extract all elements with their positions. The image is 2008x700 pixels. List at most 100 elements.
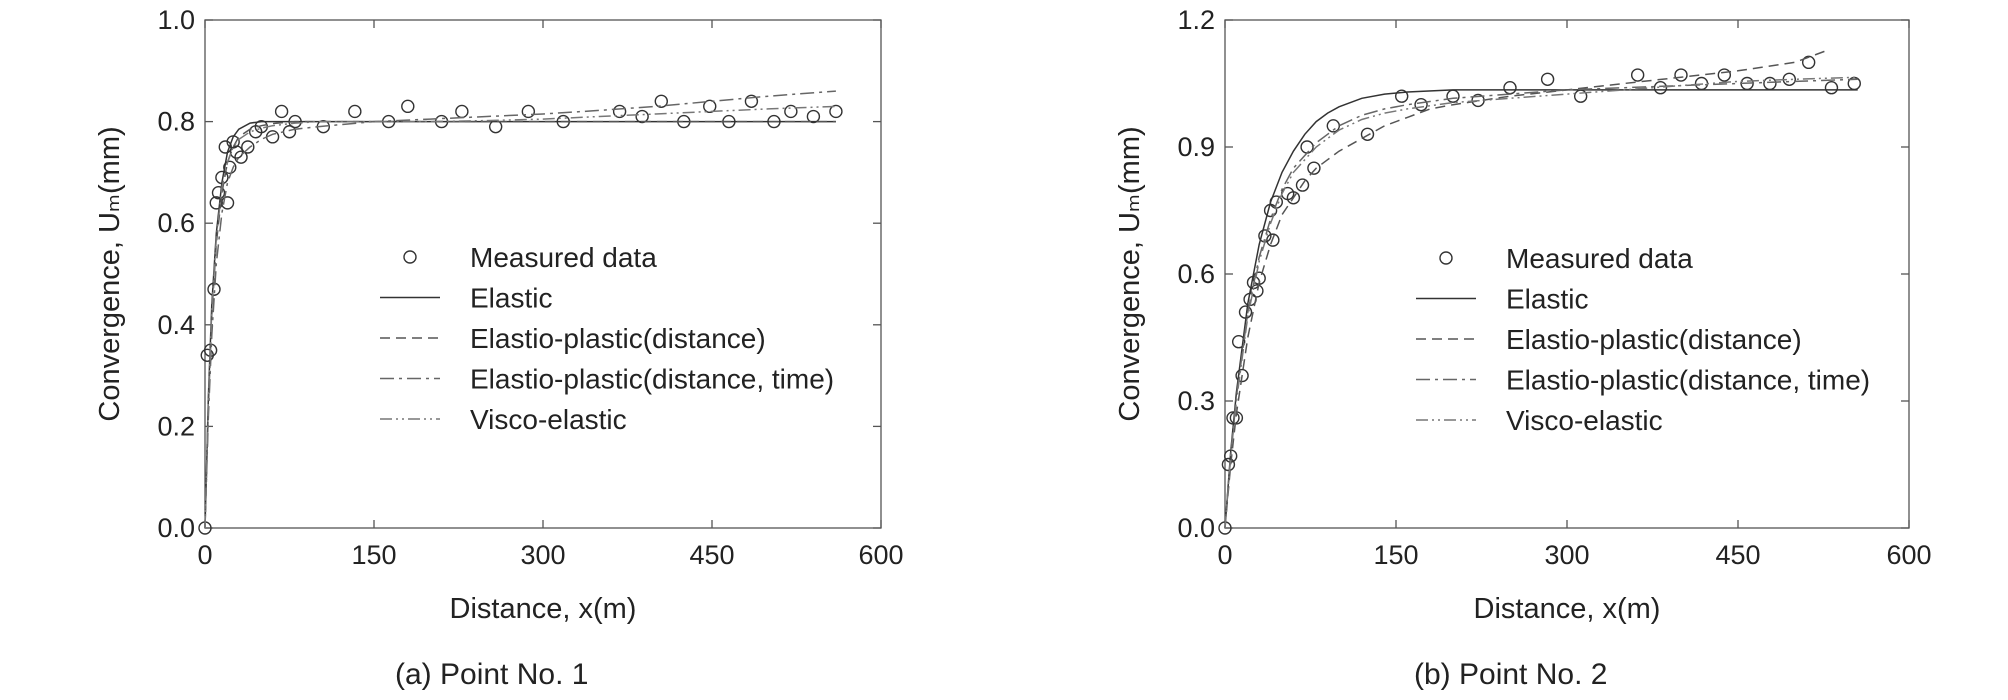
y-tick-label: 0.6: [1177, 259, 1215, 289]
data-point: [1295, 178, 1310, 192]
legend-item: Measured data: [403, 242, 657, 273]
data-point: [223, 160, 237, 175]
legend-item: Elastic: [380, 283, 552, 314]
x-tick-label: 600: [1886, 540, 1931, 570]
chart-panel-a: 0 150 300 450 600 0.0 0.2 0.4 0.6 0.8 1.0 Distance,…: [94, 5, 904, 691]
series-line-dashdot: [1224, 78, 1858, 529]
chart-a-svg: 0 150 300 450 600 0.0 0.2 0.4 0.6 0.8 1.0 Distance,…: [94, 5, 904, 625]
y-tick-label: 0.3: [1177, 386, 1215, 416]
legend-label: Visco-elastic: [470, 404, 627, 435]
legend-label: Measured data: [1506, 243, 1693, 274]
data-point: [829, 104, 843, 119]
data-point: [1801, 55, 1816, 70]
data-point: [1717, 68, 1732, 82]
x-tick-label: 300: [1544, 540, 1589, 570]
data-point: [1360, 127, 1375, 142]
y-tick-label: 0.0: [1177, 513, 1215, 543]
plot-frame: [204, 19, 882, 529]
x-tick-label: 450: [689, 540, 734, 570]
data-point: [1300, 140, 1314, 154]
data-point: [455, 104, 469, 119]
data-point: [1286, 191, 1301, 205]
series-line-solid: [1224, 89, 1858, 529]
data-point: [1221, 457, 1236, 472]
data-point: [806, 109, 821, 124]
series-line-dashdotdot: [1224, 76, 1858, 529]
y-tick-label: 0.2: [157, 411, 195, 441]
caption-b: (b) Point No. 2: [1414, 658, 1608, 691]
data-point: [220, 196, 235, 210]
data-point: [521, 104, 536, 119]
legend-label: Elastic: [470, 283, 552, 314]
y-tick-label: 1.2: [1177, 5, 1215, 35]
data-point: [488, 119, 503, 134]
data-point: [1266, 233, 1280, 247]
legend-label: Elastic: [1506, 284, 1588, 315]
caption-a: (a) Point No. 1: [395, 658, 589, 691]
measured-data-points: [198, 94, 843, 535]
legend-swatch-circle: [403, 250, 417, 264]
x-axis-label: Distance, x(m): [1474, 593, 1661, 625]
data-point: [241, 140, 255, 154]
y-axis-label: Convergence, Uₘ(mm): [94, 126, 126, 421]
data-point: [1446, 89, 1460, 103]
x-axis-label: Distance, x(m): [450, 593, 637, 625]
legend-item: Elastio-plastic(distance, time): [1416, 365, 1870, 396]
data-point: [784, 104, 798, 119]
x-tick-label: 600: [858, 540, 903, 570]
legend-item: Elastic: [1416, 284, 1588, 315]
x-tick-label: 0: [197, 540, 212, 570]
data-point: [1326, 119, 1340, 133]
legend-item: Elastio-plastic(distance, time): [380, 364, 834, 395]
legend-label: Elastio-plastic(distance, time): [1506, 365, 1870, 396]
data-point: [274, 104, 289, 119]
data-point: [1653, 81, 1668, 95]
y-tick-label: 1.0: [157, 5, 195, 35]
series-line-dashed: [1224, 48, 1830, 529]
chart-panel-b: 0 150 300 450 600 0.0 0.3 0.6 0.9 1.2 Distance, x(…: [1004, 0, 2008, 700]
data-point: [1540, 72, 1555, 86]
legend-label: Elastio-plastic(distance): [1506, 324, 1802, 355]
data-point: [1235, 368, 1249, 383]
data-point: [1573, 89, 1588, 103]
series-line-solid: [204, 120, 836, 529]
y-tick-label: 0.0: [157, 513, 195, 543]
data-point: [744, 94, 759, 108]
data-point: [1824, 81, 1839, 95]
data-point: [209, 196, 223, 210]
data-point: [348, 104, 362, 119]
data-point: [1414, 97, 1428, 112]
x-tick-label: 150: [1373, 540, 1418, 570]
x-tick-label: 300: [520, 540, 565, 570]
data-point: [211, 186, 226, 200]
data-point: [654, 94, 668, 108]
data-point: [703, 99, 717, 114]
legend-label: Elastio-plastic(distance): [470, 323, 766, 354]
x-tick-label: 450: [1715, 540, 1760, 570]
y-tick-label: 0.6: [157, 208, 195, 238]
y-tick-label: 0.8: [157, 107, 195, 137]
data-point: [1231, 335, 1246, 349]
data-point: [229, 145, 244, 159]
legend-item: Visco-elastic: [1416, 405, 1663, 436]
plot-frame: [1224, 19, 1910, 529]
legend-item: Visco-elastic: [380, 404, 627, 435]
y-tick-label: 0.4: [157, 310, 195, 340]
series-line-dashed: [204, 120, 836, 529]
chart-b-svg: 0 150 300 450 600 0.0 0.3 0.6 0.9 1.2 Distance, x(…: [1114, 5, 1932, 625]
data-point: [1503, 81, 1517, 95]
data-point: [1674, 68, 1688, 82]
legend-label: Measured data: [470, 242, 657, 273]
legend-label: Visco-elastic: [1506, 405, 1663, 436]
x-tick-label: 150: [351, 540, 396, 570]
data-point: [234, 150, 248, 164]
y-axis-label: Convergence, Uₘ(mm): [1114, 126, 1146, 421]
data-point: [1307, 161, 1321, 175]
legend-swatch-circle: [1439, 251, 1453, 265]
legend-item: Elastio-plastic(distance): [380, 323, 766, 354]
y-tick-label: 0.9: [1177, 132, 1215, 162]
series-line-dashdotdot: [204, 105, 836, 529]
x-tick-label: 0: [1217, 540, 1232, 570]
data-point: [1763, 76, 1777, 91]
